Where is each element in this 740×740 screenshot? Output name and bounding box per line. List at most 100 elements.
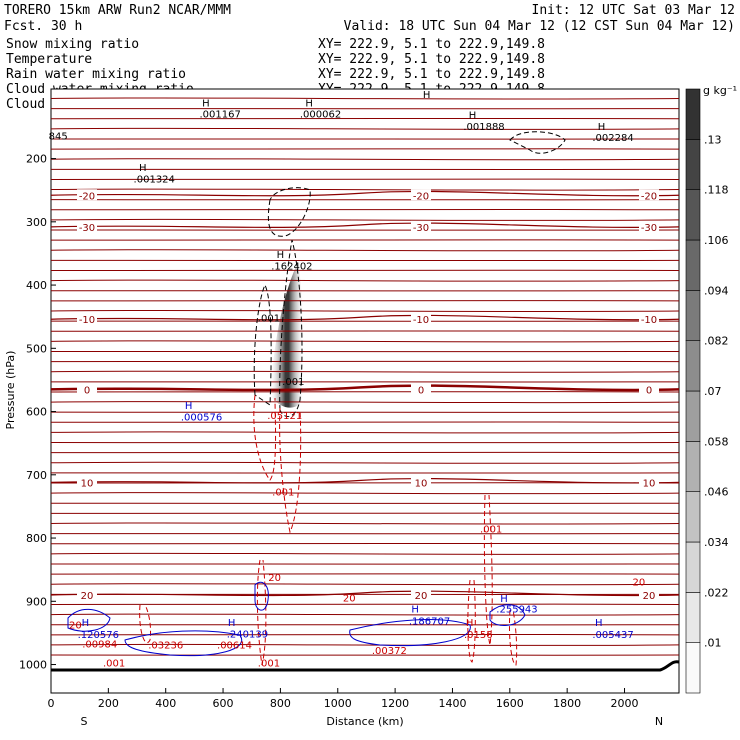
colorbar-swatch: [685, 491, 701, 543]
legend-section-coords: XY= 222.9, 5.1 to 222.9,149.8: [318, 67, 545, 82]
contour-annotation: H: [82, 618, 90, 629]
contour-annotation: .001888: [463, 122, 504, 133]
contour-annotation: .240139: [227, 629, 268, 640]
colorbar-level: .094: [704, 284, 729, 297]
south-endpoint-label: S: [81, 715, 88, 728]
isotherm-label-bg: [411, 220, 431, 232]
isotherm: [50, 643, 680, 647]
legend-label: Snow mixing ratio: [6, 37, 139, 52]
colorbar-level: .046: [704, 486, 729, 499]
isotherm-label: -10: [79, 315, 95, 326]
isotherm-label-bg: [639, 383, 659, 395]
contour-annotation: .001: [480, 524, 502, 535]
isotherm: [50, 522, 680, 525]
isotherm-label: 0: [646, 385, 652, 396]
contour-annotation: .000062: [300, 109, 341, 120]
contour-annotation: H: [277, 250, 285, 261]
colorbar-swatch: [685, 189, 701, 241]
isotherm: [50, 239, 680, 241]
contour-annotation: 20: [69, 620, 82, 631]
isotherm-label-bg: [639, 189, 659, 201]
snow-contour: [267, 187, 311, 237]
y-tick-label: 700: [26, 469, 47, 482]
y-tick-label: 200: [26, 153, 47, 166]
rain-contour: [139, 604, 151, 643]
contour-annotation: .00614: [217, 641, 252, 652]
x-tick-label: 1000: [324, 697, 352, 710]
isotherm: [50, 117, 680, 120]
colorbar-unit: g kg⁻¹: [703, 84, 737, 97]
isotherm-label: -10: [413, 315, 429, 326]
isotherm: [50, 461, 680, 464]
isotherm: [50, 451, 680, 454]
rain-contour: [509, 609, 518, 666]
isotherm: [50, 188, 680, 191]
model-title: TORERO 15km ARW Run2 NCAR/MMM: [4, 3, 231, 18]
y-tick-label: 300: [26, 216, 47, 229]
x-tick-label: 400: [155, 697, 176, 710]
isotherm-label-bg: [639, 588, 659, 600]
isotherm-label: -30: [79, 223, 95, 234]
y-tick-label: 800: [26, 532, 47, 545]
isotherm-label-bg: [411, 476, 431, 488]
rain-contour: [483, 494, 493, 646]
isotherm: [50, 300, 680, 302]
isotherm: [50, 421, 680, 424]
isotherm: [50, 209, 680, 211]
colorbar-swatch: [685, 390, 701, 442]
temperature-isotherms: -30 -30 -30 -20 -20 -20 -10 -10 -10 0 0 0 10 10 10 20 20…: [50, 97, 680, 656]
contour-annotation: .186707: [409, 617, 450, 628]
isotherm-label-bg: [77, 220, 97, 232]
init-time: Init: 12 UTC Sat 03 Mar 12: [532, 3, 736, 18]
isotherm: [50, 158, 680, 161]
isotherm: [50, 552, 680, 555]
y-tick-label: 1000: [19, 659, 47, 672]
contour-annotation: H: [411, 605, 419, 616]
isotherm-label-bg: [639, 313, 659, 325]
isotherm-label-bg: [411, 189, 431, 201]
isotherm-labeled: [50, 190, 680, 197]
colorbar: .01 .022 .034 .046 .058 .07 .082 .094 .106 .118 .1…: [685, 88, 729, 694]
isotherm: [50, 573, 680, 575]
isotherm-label-bg: [77, 476, 97, 488]
colorbar-swatch: [685, 441, 701, 492]
rain-contour: [256, 559, 267, 666]
contour-annotation: H: [228, 618, 236, 629]
x-tick-label: 0: [48, 697, 55, 710]
colorbar-swatch: [685, 340, 701, 392]
isotherm-labeled: [50, 314, 680, 321]
isotherm: [50, 613, 680, 616]
colorbar-level: .13: [704, 133, 722, 146]
contour-annotation: .03236: [148, 641, 183, 652]
y-tick-label: 900: [26, 595, 47, 608]
isotherm-label: 10: [643, 478, 656, 489]
colorbar-level: .058: [704, 435, 729, 448]
isotherm: [50, 512, 680, 515]
isotherm-label: -10: [641, 315, 657, 326]
legend-section-coords: XY= 222.9, 5.1 to 222.9,149.8: [318, 37, 545, 52]
valid-time: Valid: 18 UTC Sun 04 Mar 12 (12 CST Sun …: [344, 19, 735, 34]
contour-annotation: .001: [272, 488, 294, 499]
cloud-water-contour: [67, 608, 111, 632]
contour-annotation: H: [466, 618, 474, 629]
contour-annotation: .002284: [592, 133, 633, 144]
cloud-water-contours: [67, 581, 526, 657]
colorbar-swatch: [685, 290, 701, 341]
isotherm-labeled: [50, 384, 680, 392]
contour-annotation: 20: [343, 593, 356, 604]
contour-annotation: .05121: [267, 411, 302, 422]
isotherm: [50, 148, 680, 150]
isotherm-label: 20: [415, 591, 428, 602]
isotherm-label: -30: [641, 223, 657, 234]
contour-annotation: H: [185, 401, 193, 412]
cloud-water-contour: [124, 630, 243, 657]
isotherm: [50, 391, 680, 393]
colorbar-level: .034: [704, 536, 729, 549]
colorbar-level: .118: [704, 184, 729, 197]
cloud-water-contour: [489, 604, 526, 626]
contour-annotation: .000576: [181, 412, 222, 423]
x-tick-label: 1800: [553, 697, 581, 710]
rain-contour: [279, 407, 302, 534]
colorbar-swatch: [685, 139, 701, 190]
legend-label: Rain water mixing ratio: [6, 67, 186, 82]
